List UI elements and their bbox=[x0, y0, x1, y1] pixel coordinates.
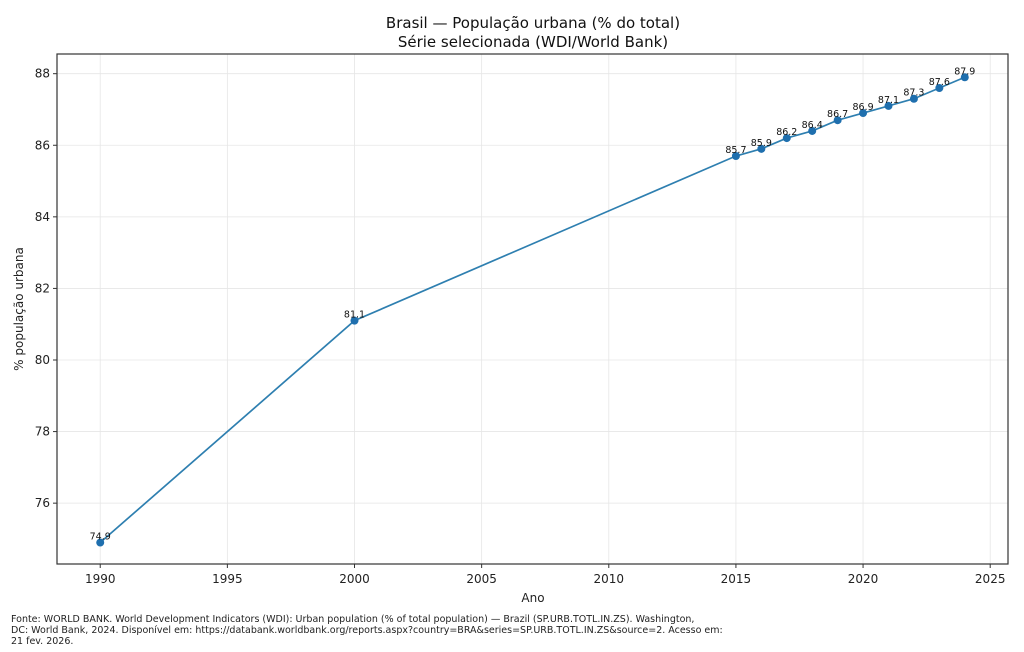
data-label: 85.9 bbox=[751, 138, 772, 149]
data-label: 87.9 bbox=[954, 66, 975, 77]
x-tick-label: 2020 bbox=[848, 572, 879, 586]
y-tick-label: 78 bbox=[35, 425, 50, 439]
x-tick-label: 2000 bbox=[339, 572, 370, 586]
data-label: 87.6 bbox=[929, 77, 950, 88]
x-axis-label: Ano bbox=[521, 591, 544, 605]
chart-subtitle: Série selecionada (WDI/World Bank) bbox=[398, 33, 668, 51]
data-point bbox=[909, 94, 918, 103]
data-label: 86.7 bbox=[827, 109, 848, 120]
data-label: 85.7 bbox=[725, 145, 746, 156]
data-label: 81.1 bbox=[344, 310, 365, 321]
y-tick-label: 84 bbox=[35, 210, 50, 224]
y-tick-label: 88 bbox=[35, 67, 50, 81]
y-tick-label: 82 bbox=[35, 281, 50, 295]
y-tick-label: 76 bbox=[35, 496, 50, 510]
x-axis-ticks: 1990 1995 2000 2005 2010 2015 2020 2025 bbox=[85, 564, 1006, 586]
x-tick-label: 1990 bbox=[85, 572, 116, 586]
data-point bbox=[859, 109, 868, 118]
data-point bbox=[731, 152, 740, 160]
data-point bbox=[782, 134, 791, 143]
data-label: 74.9 bbox=[90, 532, 111, 543]
x-tick-label: 1995 bbox=[212, 572, 243, 586]
data-point bbox=[960, 73, 969, 82]
gridlines bbox=[57, 54, 1008, 564]
series-group: 74.9 81.1 85.7 85.9 86.2 86.4 86.7 86.9 87.1 87.3… bbox=[90, 66, 975, 547]
source-note: Fonte: WORLD BANK. World Development Ind… bbox=[11, 614, 723, 647]
data-label: 86.2 bbox=[776, 127, 797, 138]
x-tick-label: 2010 bbox=[594, 572, 625, 586]
data-point bbox=[884, 101, 893, 110]
data-point bbox=[935, 84, 944, 92]
plot-frame bbox=[56, 53, 1009, 565]
x-tick-label: 2015 bbox=[721, 572, 752, 586]
data-point bbox=[350, 316, 359, 325]
data-point bbox=[833, 116, 842, 125]
y-axis-ticks: 76 78 80 82 84 86 88 bbox=[35, 67, 57, 510]
y-tick-label: 80 bbox=[35, 353, 50, 367]
data-point bbox=[808, 126, 817, 135]
chart-title: Brasil — População urbana (% do total) bbox=[386, 14, 680, 32]
data-point bbox=[96, 538, 105, 547]
x-tick-label: 2005 bbox=[466, 572, 497, 586]
data-label: 86.9 bbox=[852, 102, 873, 113]
y-axis-label: % população urbana bbox=[12, 247, 26, 371]
data-point bbox=[757, 144, 766, 153]
x-tick-label: 2025 bbox=[975, 572, 1006, 586]
data-label: 86.4 bbox=[802, 120, 823, 131]
data-label: 87.3 bbox=[903, 88, 924, 99]
y-tick-label: 86 bbox=[35, 138, 50, 152]
series-line bbox=[99, 76, 966, 544]
data-label: 87.1 bbox=[878, 95, 899, 106]
